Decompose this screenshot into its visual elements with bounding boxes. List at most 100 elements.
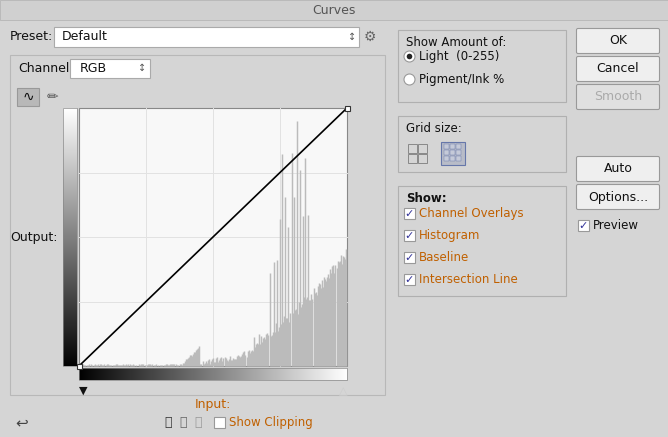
Bar: [63, 362, 77, 363]
Bar: [198, 368, 199, 380]
Bar: [63, 148, 77, 149]
Bar: [115, 368, 116, 380]
Bar: [63, 122, 77, 123]
Bar: [244, 368, 245, 380]
Bar: [117, 368, 118, 380]
Bar: [275, 368, 276, 380]
Bar: [63, 306, 77, 307]
Bar: [171, 368, 172, 380]
Bar: [165, 368, 166, 380]
Bar: [63, 264, 77, 265]
Bar: [63, 115, 77, 116]
Bar: [63, 282, 77, 283]
Bar: [63, 318, 77, 319]
Bar: [331, 368, 332, 380]
Bar: [333, 368, 334, 380]
Bar: [63, 351, 77, 352]
Bar: [248, 368, 249, 380]
Bar: [246, 368, 247, 380]
Bar: [63, 216, 77, 217]
Text: Options...: Options...: [588, 191, 648, 204]
Bar: [63, 161, 77, 162]
Bar: [398, 30, 566, 102]
Bar: [225, 368, 226, 380]
Bar: [63, 331, 77, 332]
Bar: [103, 368, 104, 380]
Bar: [444, 150, 449, 155]
Bar: [63, 125, 77, 126]
Bar: [346, 368, 347, 380]
Bar: [63, 224, 77, 225]
Bar: [63, 352, 77, 353]
Bar: [63, 149, 77, 150]
Bar: [170, 368, 171, 380]
Bar: [444, 144, 449, 149]
Text: Preview: Preview: [593, 219, 639, 232]
Bar: [213, 368, 214, 380]
Bar: [63, 226, 77, 227]
Bar: [144, 368, 145, 380]
Bar: [159, 368, 160, 380]
Bar: [326, 368, 327, 380]
Bar: [70, 59, 150, 78]
Bar: [63, 271, 77, 272]
Bar: [63, 243, 77, 244]
Bar: [251, 368, 252, 380]
Bar: [63, 188, 77, 189]
Bar: [90, 368, 91, 380]
Bar: [208, 368, 209, 380]
Bar: [63, 341, 77, 342]
Bar: [195, 368, 196, 380]
Bar: [63, 359, 77, 360]
Bar: [199, 368, 200, 380]
Bar: [160, 368, 161, 380]
Bar: [63, 204, 77, 205]
Bar: [219, 368, 220, 380]
Bar: [63, 256, 77, 257]
Bar: [63, 142, 77, 143]
Bar: [260, 368, 261, 380]
Bar: [243, 368, 244, 380]
Bar: [63, 241, 77, 242]
Bar: [334, 368, 335, 380]
Bar: [189, 368, 190, 380]
Bar: [63, 151, 77, 152]
Bar: [102, 368, 103, 380]
Bar: [418, 154, 427, 163]
Bar: [266, 368, 267, 380]
Bar: [290, 368, 291, 380]
Bar: [404, 252, 415, 263]
Bar: [63, 349, 77, 350]
Bar: [63, 326, 77, 327]
Bar: [63, 194, 77, 195]
Bar: [133, 368, 134, 380]
Bar: [63, 289, 77, 290]
Bar: [63, 314, 77, 315]
Bar: [63, 212, 77, 213]
Bar: [63, 308, 77, 309]
Bar: [63, 272, 77, 273]
Bar: [63, 193, 77, 194]
Bar: [317, 368, 318, 380]
Bar: [166, 368, 167, 380]
Bar: [93, 368, 94, 380]
Bar: [85, 368, 86, 380]
Bar: [209, 368, 210, 380]
Bar: [63, 205, 77, 206]
Bar: [110, 368, 111, 380]
Bar: [63, 245, 77, 246]
Bar: [63, 225, 77, 226]
Text: ▼: ▼: [79, 386, 88, 396]
Text: Smooth: Smooth: [594, 90, 642, 104]
Bar: [398, 116, 566, 172]
Bar: [137, 368, 138, 380]
Bar: [63, 325, 77, 326]
Bar: [94, 368, 95, 380]
Bar: [259, 368, 260, 380]
Bar: [63, 119, 77, 120]
Bar: [328, 368, 329, 380]
Bar: [217, 368, 218, 380]
Bar: [296, 368, 297, 380]
Bar: [63, 244, 77, 245]
Bar: [63, 155, 77, 156]
